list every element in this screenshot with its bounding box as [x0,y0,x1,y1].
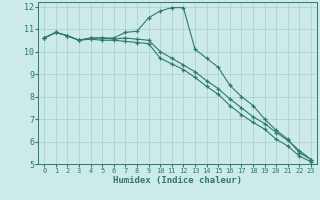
X-axis label: Humidex (Indice chaleur): Humidex (Indice chaleur) [113,176,242,185]
